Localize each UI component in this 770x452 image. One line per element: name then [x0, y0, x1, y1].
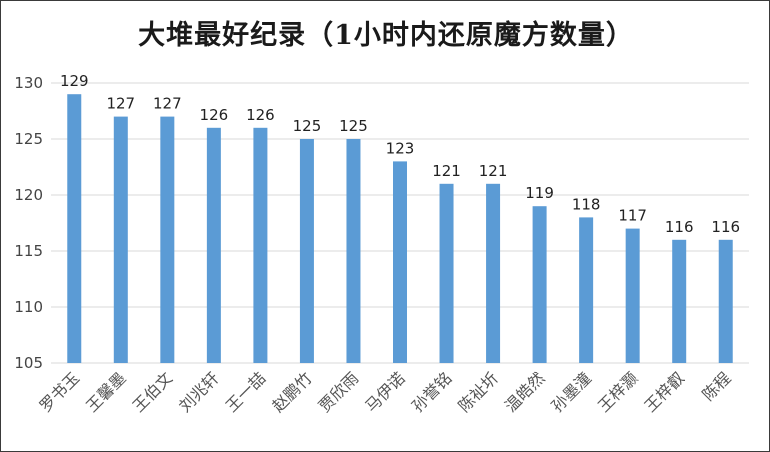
- bar: [486, 183, 501, 363]
- bar: [672, 239, 687, 363]
- bar: [67, 94, 82, 363]
- chart-title: 大堆最好纪录（1小时内还原魔方数量）: [138, 20, 634, 51]
- x-tick-label: 陈祉圻: [455, 368, 502, 415]
- data-label: 121: [479, 162, 508, 180]
- bar: [253, 127, 268, 363]
- data-label: 121: [432, 162, 461, 180]
- bar: [160, 116, 175, 363]
- bar: [439, 183, 454, 363]
- bar: [579, 217, 594, 363]
- data-label: 127: [106, 95, 135, 113]
- x-tick-label: 王梓灏: [594, 368, 641, 415]
- bar: [625, 228, 640, 363]
- x-tick-label: 王一喆: [222, 368, 269, 415]
- data-label: 125: [339, 117, 368, 135]
- data-label: 118: [572, 195, 601, 213]
- data-label: 116: [665, 218, 694, 236]
- x-tick-label: 孙誉铭: [408, 368, 455, 415]
- x-tick-label: 赵鹏竹: [268, 368, 315, 415]
- x-tick-label: 孙墨潼: [548, 368, 595, 415]
- data-label: 116: [711, 218, 740, 236]
- x-tick-label: 罗书玉: [36, 368, 83, 415]
- bar: [299, 139, 314, 363]
- x-tick-label: 陈程: [698, 368, 734, 404]
- bar: [532, 206, 547, 363]
- y-tick-label: 115: [14, 242, 43, 260]
- x-tick-label: 贾欣雨: [315, 368, 362, 415]
- bar: [206, 127, 221, 363]
- x-tick-label: 刘兆轩: [175, 368, 222, 415]
- data-label: 123: [386, 139, 415, 157]
- data-label: 125: [293, 117, 322, 135]
- y-tick-label: 110: [14, 298, 43, 316]
- x-tick-label: 马伊诺: [361, 368, 408, 415]
- bar: [346, 139, 361, 363]
- y-tick-label: 125: [14, 130, 43, 148]
- data-label: 119: [525, 184, 554, 202]
- data-label: 126: [200, 106, 229, 124]
- x-tick-label: 王馨墨: [82, 368, 129, 415]
- y-tick-label: 105: [14, 354, 43, 372]
- x-tick-label: 王伯文: [129, 368, 176, 415]
- y-tick-label: 120: [14, 186, 43, 204]
- bar: [718, 239, 733, 363]
- bar: [113, 116, 128, 363]
- data-label: 117: [618, 207, 647, 225]
- data-label: 126: [246, 106, 275, 124]
- x-tick-label: 温皓然: [501, 368, 548, 415]
- data-label: 129: [60, 72, 89, 90]
- y-tick-label: 130: [14, 74, 43, 92]
- bar: [393, 161, 407, 363]
- x-tick-label: 王梓叡: [641, 368, 688, 415]
- data-label: 127: [153, 95, 182, 113]
